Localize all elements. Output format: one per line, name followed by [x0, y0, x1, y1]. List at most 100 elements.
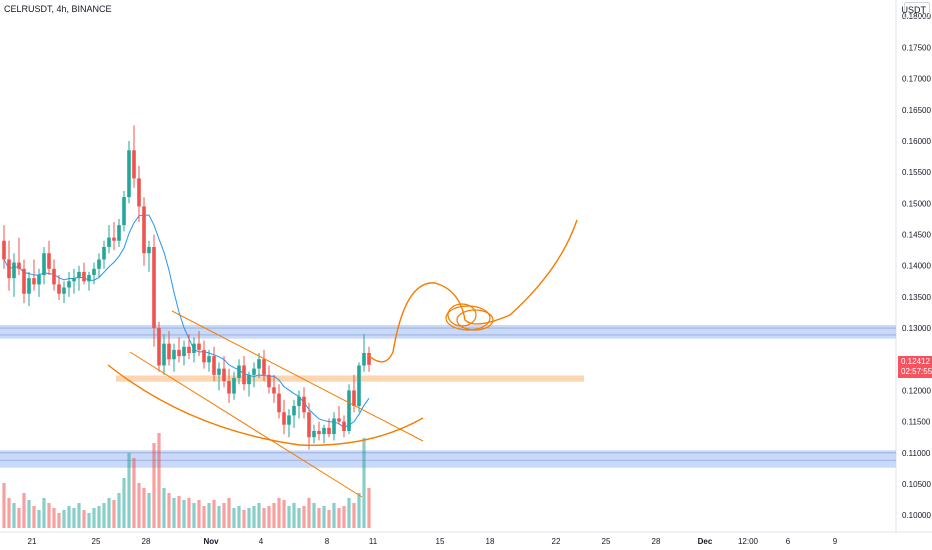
- candle-body: [187, 346, 191, 354]
- volume-bar: [337, 508, 341, 528]
- volume-bar: [317, 508, 321, 528]
- candle-body: [332, 418, 336, 435]
- volume-bar: [247, 508, 251, 528]
- scribble-circle: [445, 305, 491, 331]
- candle-body: [17, 262, 21, 269]
- candle-body: [317, 430, 321, 435]
- x-tick-label: 12:00: [738, 537, 759, 546]
- candle-body: [7, 259, 11, 279]
- candle-body: [287, 415, 291, 425]
- candle-body: [357, 365, 361, 407]
- last-price-value: 0.12412: [901, 357, 930, 366]
- currency-button[interactable]: [904, 2, 930, 18]
- volume-bar: [157, 433, 161, 528]
- candle-body: [292, 406, 296, 416]
- x-tick-label: 28: [142, 537, 151, 546]
- orange-zone: [116, 375, 584, 382]
- y-tick-label: 0.11000: [902, 449, 931, 458]
- volume-bar: [47, 503, 51, 528]
- candle-body: [197, 343, 201, 350]
- candle-body: [337, 418, 341, 422]
- y-tick-label: 0.14500: [902, 231, 931, 240]
- volume-bar: [77, 503, 81, 528]
- volume-bar: [57, 513, 61, 528]
- volume-bar: [137, 483, 141, 528]
- candle-body: [22, 268, 26, 294]
- volume-bar: [257, 503, 261, 528]
- volume-bar: [162, 488, 166, 528]
- candle-body: [92, 268, 96, 276]
- x-tick-label: Dec: [698, 537, 713, 546]
- candle-body: [52, 268, 56, 285]
- rounding-bottom-curve: [107, 364, 424, 446]
- moving-average-line: [3, 214, 370, 429]
- candle-body: [247, 374, 251, 385]
- volume-bar: [102, 503, 106, 528]
- candle-body: [127, 150, 131, 198]
- x-tick-label: 25: [92, 537, 101, 546]
- x-tick-label: 6: [786, 537, 791, 546]
- candle-body: [352, 390, 356, 407]
- candle-body: [212, 356, 216, 375]
- volume-bar: [227, 498, 231, 528]
- x-tick-label: 28: [652, 537, 661, 546]
- candle-body: [367, 353, 371, 365]
- volume-bar: [287, 506, 291, 528]
- volume-bar: [202, 506, 206, 528]
- volume-bar: [37, 510, 41, 528]
- volume-bar: [332, 503, 336, 528]
- candle-body: [157, 328, 161, 366]
- y-tick-label: 0.17500: [902, 43, 931, 52]
- candle-body: [362, 353, 366, 366]
- volume-bar: [92, 508, 96, 528]
- volume-bar: [307, 498, 311, 528]
- volume-bar: [237, 506, 241, 528]
- support-resistance-zone: [0, 324, 896, 339]
- candle-body: [227, 381, 231, 394]
- volume-bar: [172, 498, 176, 528]
- volume-bar: [182, 500, 186, 528]
- candle-body: [167, 343, 171, 360]
- candle-body: [102, 246, 106, 260]
- symbol-title: CELRUSDT, 4h, BINANCE: [4, 4, 112, 14]
- candle-body: [322, 427, 326, 435]
- volume-bar: [87, 513, 91, 528]
- candle-body: [152, 246, 156, 329]
- volume-bar: [362, 438, 366, 528]
- y-tick-label: 0.11500: [902, 418, 931, 427]
- candle-body: [87, 275, 91, 282]
- volume-bar: [267, 506, 271, 528]
- candle-body: [217, 368, 221, 375]
- bar-countdown: 02:57:55: [901, 367, 932, 376]
- x-tick-label: 9: [833, 537, 838, 546]
- candle-body: [347, 390, 351, 431]
- volume-bar: [97, 506, 101, 528]
- candle-body: [307, 412, 311, 438]
- volume-bar: [67, 506, 71, 528]
- candle-body: [62, 287, 66, 294]
- trendline-lower: [129, 351, 363, 498]
- volume-bar: [117, 493, 121, 528]
- x-tick-label: 21: [28, 537, 37, 546]
- candle-body: [182, 346, 186, 357]
- x-tick-label: 18: [486, 537, 495, 546]
- volume-bar: [327, 510, 331, 528]
- candle-body: [2, 240, 6, 260]
- volume-bar: [42, 498, 46, 528]
- candle-body: [12, 262, 16, 279]
- candle-body: [327, 427, 331, 435]
- volume-bar: [342, 506, 346, 528]
- candle-body: [257, 359, 261, 369]
- volume-bar: [217, 506, 221, 528]
- candle-body: [57, 284, 61, 294]
- volume-bar: [152, 443, 156, 528]
- projection-path: [367, 219, 578, 363]
- candle-body: [117, 225, 121, 241]
- candle-body: [72, 278, 76, 282]
- volume-bar: [262, 508, 266, 528]
- y-tick-label: 0.13500: [902, 293, 931, 302]
- candle-body: [342, 421, 346, 431]
- candle-body: [232, 377, 236, 394]
